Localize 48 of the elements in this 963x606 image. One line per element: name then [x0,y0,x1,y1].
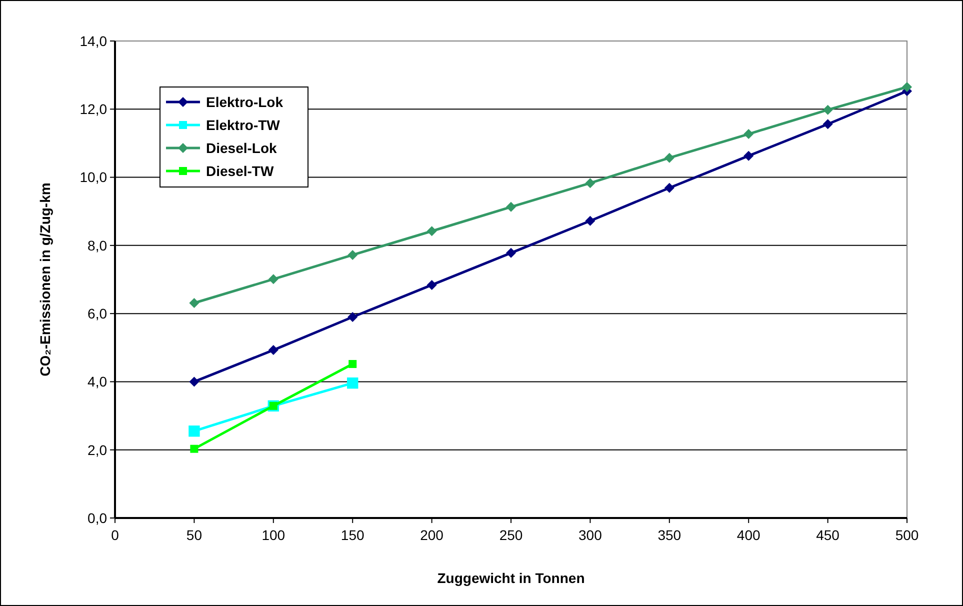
x-tick-label: 350 [658,527,682,543]
point [744,129,754,140]
y-tick-label: 4,0 [88,374,108,390]
point [348,312,358,322]
point [506,202,516,212]
x-tick-label: 50 [186,527,202,543]
legend-label: Diesel-Lok [206,140,278,156]
y-tick-label: 2,0 [88,442,108,458]
y-tick-label: 0,0 [88,510,108,526]
point [822,119,833,130]
y-axis-title: CO₂-Emissionen in g/Zug-km [37,182,53,376]
point [664,182,674,193]
point [188,426,200,437]
x-tick-label: 500 [895,527,919,543]
x-tick-label: 400 [736,527,760,543]
point [902,82,912,92]
y-tick-label: 14,0 [80,32,108,49]
point [189,298,200,308]
point [348,250,358,260]
y-tick-label: 8,0 [88,237,108,254]
legend-label: Elektro-TW [206,116,281,133]
point [347,377,358,389]
point [268,345,278,356]
x-tick-label: 100 [262,527,286,543]
point [585,216,596,226]
point [426,280,437,290]
point [744,150,754,161]
legend-label: Diesel-TW [206,162,274,179]
y-tick-label: 10,0 [80,169,108,186]
point [664,152,674,163]
x-tick-label: 450 [816,527,840,543]
point [189,376,200,387]
x-tick-label: 250 [499,527,523,543]
x-tick-label: 200 [420,527,444,543]
point [822,104,833,115]
x-tick-label: 150 [340,527,364,543]
x-axis-title: Zuggewicht in Tonnen [437,570,585,586]
y-tick-label: 12,0 [80,101,108,118]
point [426,226,437,236]
x-tick-label: 300 [578,527,602,543]
x-tick-label: 0 [111,527,120,543]
point [348,360,357,368]
y-tick-label: 6,0 [88,305,108,322]
point [190,444,198,453]
point [268,274,278,284]
legend-label: Elektro-Lok [206,94,284,110]
point [506,248,516,258]
point [585,178,596,188]
